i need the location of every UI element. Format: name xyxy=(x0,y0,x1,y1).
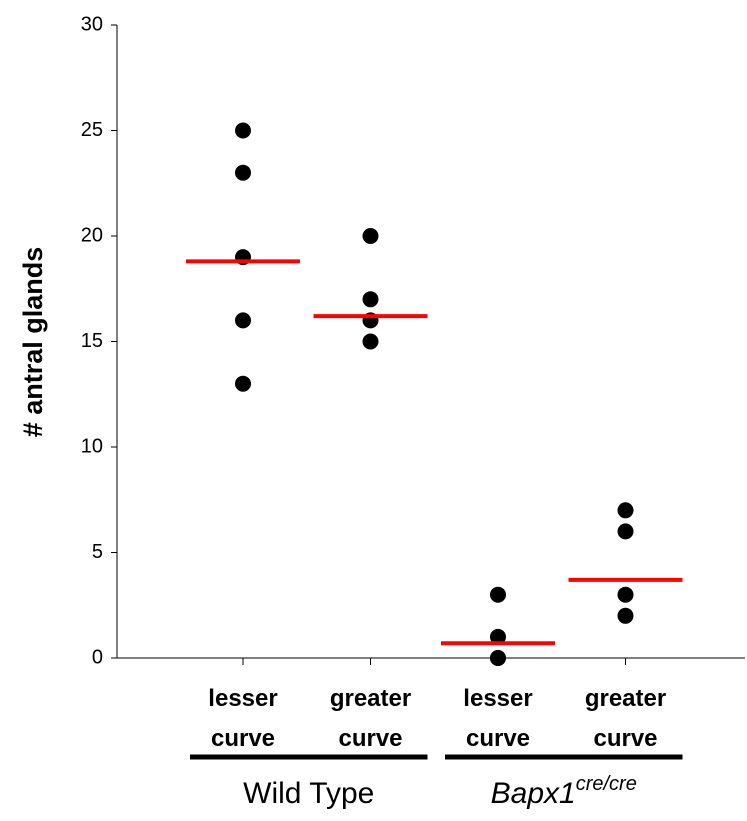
y-axis-label: # antral glands xyxy=(18,247,48,438)
x-tick-label: lesser curve xyxy=(208,685,277,752)
y-tick-label: 10 xyxy=(81,435,103,457)
data-point xyxy=(617,607,634,624)
data-point xyxy=(490,650,506,666)
group-superscript: cre/cre xyxy=(576,773,637,795)
data-point xyxy=(235,375,251,392)
x-tick-label: lesser curve xyxy=(463,685,532,752)
data-point xyxy=(617,586,634,603)
group-label: Wild Type xyxy=(243,777,374,810)
group-name: Wild Type xyxy=(243,777,374,810)
data-point xyxy=(235,164,251,181)
y-tick-label: 25 xyxy=(81,119,103,141)
y-tick-label: 30 xyxy=(81,13,103,35)
data-point xyxy=(362,333,379,350)
x-tick-label: greater curve xyxy=(585,685,666,752)
data-point xyxy=(617,523,634,540)
x-tick-label: greater curve xyxy=(330,685,411,752)
data-point xyxy=(235,122,251,139)
group-label: Bapx1cre/cre xyxy=(491,773,637,810)
y-tick-label: 15 xyxy=(81,330,103,352)
data-point xyxy=(490,586,506,603)
y-tick-label: 20 xyxy=(81,224,103,246)
data-point xyxy=(235,312,251,329)
y-tick-label: 0 xyxy=(92,646,103,668)
data-point xyxy=(362,291,379,308)
group-name: Bapx1 xyxy=(491,777,576,810)
data-point xyxy=(490,628,506,645)
data-point xyxy=(617,502,634,519)
y-tick-label: 5 xyxy=(92,541,103,563)
data-point xyxy=(362,228,379,244)
